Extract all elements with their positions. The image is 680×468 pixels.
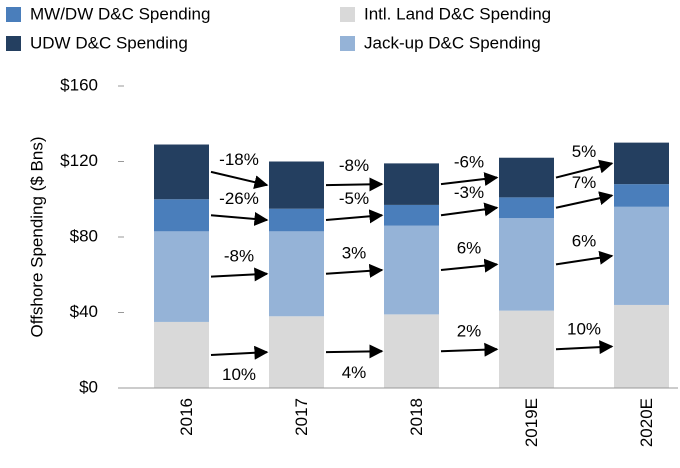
change-arrow: [440, 342, 499, 357]
bar-segment: [154, 199, 209, 232]
change-arrow: [210, 267, 269, 282]
bar-segment: [384, 204, 439, 226]
bar-segment: [384, 225, 439, 315]
legend-text: Jack-up D&C Spending: [364, 33, 541, 52]
change-label: 3%: [342, 243, 367, 262]
change-label: -8%: [224, 247, 254, 266]
change-label: 10%: [567, 319, 601, 338]
change-label: 6%: [572, 232, 597, 251]
legend-swatch: [6, 7, 21, 22]
change-arrow: [325, 209, 384, 224]
bar-segment: [614, 206, 669, 305]
change-label: -8%: [339, 156, 369, 175]
y-tick-label: $80: [70, 226, 98, 245]
x-tick-label: 2018: [407, 398, 426, 436]
bar-segment: [154, 144, 209, 200]
change-label: 10%: [222, 365, 256, 384]
y-tick-label: $0: [79, 377, 98, 396]
change-arrow: [555, 159, 614, 179]
change-arrow: [210, 170, 269, 190]
x-tick-label: 2019E: [522, 398, 541, 447]
bar-segment: [269, 208, 324, 232]
change-label: 6%: [457, 239, 482, 258]
legend-swatch: [340, 7, 355, 22]
bar-segment: [154, 321, 209, 388]
bar-segment: [499, 310, 554, 388]
bar-segment: [499, 157, 554, 198]
change-arrow: [555, 191, 614, 209]
change-label: -18%: [219, 150, 259, 169]
change-arrow: [440, 202, 499, 217]
change-arrow: [325, 177, 384, 192]
legend-text: Intl. Land D&C Spending: [364, 4, 551, 23]
change-arrow: [440, 258, 499, 273]
x-tick-label: 2020E: [637, 398, 656, 447]
change-label: 2%: [457, 322, 482, 341]
change-arrow: [440, 172, 499, 186]
x-tick-label: 2016: [177, 398, 196, 436]
change-label: -6%: [454, 152, 484, 171]
bar-segment: [269, 316, 324, 388]
x-tick-label: 2017: [292, 398, 311, 436]
y-tick-label: $120: [60, 151, 98, 170]
legend-text: UDW D&C Spending: [30, 33, 188, 52]
legend-swatch: [340, 36, 355, 51]
change-label: 7%: [572, 173, 597, 192]
y-axis-label: Offshore Spending ($ Bns): [27, 137, 46, 338]
legend-text: MW/DW D&C Spending: [30, 4, 210, 23]
change-arrow: [325, 344, 384, 359]
bar-segment: [384, 314, 439, 388]
y-tick-label: $40: [70, 302, 98, 321]
bar-segment: [499, 218, 554, 311]
bar-segment: [499, 197, 554, 219]
bar-segment: [614, 184, 669, 207]
bar-segment: [269, 161, 324, 209]
bar-segment: [384, 163, 439, 205]
change-arrow: [325, 263, 384, 278]
change-label: 4%: [342, 363, 367, 382]
change-label: -5%: [339, 189, 369, 208]
bar-segment: [154, 231, 209, 322]
change-label: -26%: [219, 189, 259, 208]
change-arrow: [210, 211, 269, 226]
change-label: 5%: [572, 142, 597, 161]
bar-segment: [614, 142, 669, 185]
bar-segment: [269, 231, 324, 317]
bar-segment: [614, 304, 669, 388]
change-label: -3%: [454, 183, 484, 202]
y-tick-label: $160: [60, 75, 98, 94]
change-arrow: [555, 340, 614, 355]
legend-swatch: [6, 36, 21, 51]
change-arrow: [555, 250, 614, 266]
change-arrow: [210, 345, 269, 360]
